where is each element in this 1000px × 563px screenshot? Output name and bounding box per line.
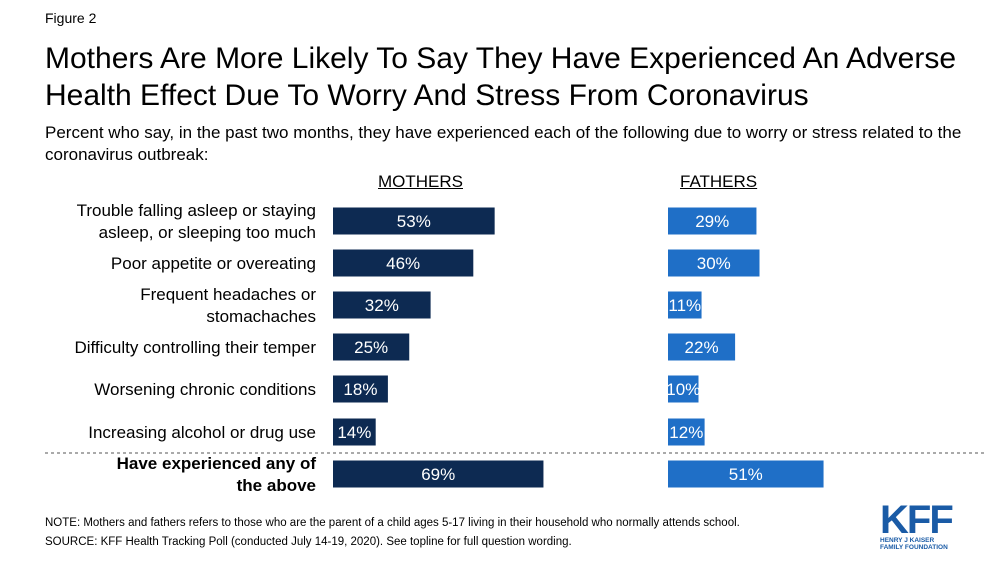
figure-label: Figure 2 [45,10,97,26]
fathers-value-label: 12% [669,423,703,442]
category-label: Frequent headaches or stomachaches [140,285,316,326]
fathers-column-header: FATHERS [680,172,758,191]
mothers-bar [333,333,410,361]
mothers-value-label: 18% [343,380,377,399]
category-label: Difficulty controlling their temper [74,338,316,357]
mothers-value-label: 14% [337,423,371,442]
mothers-bar [333,249,474,277]
fathers-bar [668,291,702,319]
mothers-column-header: MOTHERS [378,172,463,191]
fathers-value-label: 10% [666,380,700,399]
mothers-value-label: 69% [421,465,455,484]
chart-title: Mothers Are More Likely To Say They Have… [45,42,957,112]
category-label: Increasing alcohol or drug use [88,423,316,442]
mothers-value-label: 32% [365,296,399,315]
fathers-value-label: 29% [695,212,729,231]
kff-logo-mark: KFF [880,498,954,542]
fathers-bar [668,333,736,361]
fathers-value-label: 22% [685,338,719,357]
category-label: Poor appetite or overeating [111,254,316,273]
mothers-bar [333,375,388,403]
fathers-bar [668,375,699,403]
category-label: Trouble falling asleep or staying asleep,… [77,201,316,242]
mothers-bar [333,207,495,235]
mothers-bar [333,291,431,319]
note-text: NOTE: Mothers and fathers refers to thos… [45,517,740,529]
mothers-value-label: 53% [397,212,431,231]
mothers-bar [333,418,376,446]
chart-subtitle: Percent who say, in the past two months,… [45,123,962,164]
kff-logo-line1: HENRY J KAISER [880,537,935,544]
fathers-bar [668,460,824,488]
fathers-bar [668,249,760,277]
mothers-value-label: 25% [354,338,388,357]
fathers-value-label: 51% [729,465,763,484]
fathers-bar [668,418,705,446]
mothers-bar [333,460,544,488]
kff-logo-line2: FAMILY FOUNDATION [880,544,948,551]
fathers-bar [668,207,757,235]
source-text: SOURCE: KFF Health Tracking Poll (conduc… [45,536,572,548]
category-label: Worsening chronic conditions [94,380,316,399]
kff-logo: KFF HENRY J KAISER FAMILY FOUNDATION [880,498,970,551]
category-label: Have experienced any of the above [117,454,317,495]
fathers-value-label: 11% [668,296,701,315]
mothers-value-label: 46% [386,254,420,273]
fathers-value-label: 30% [697,254,731,273]
